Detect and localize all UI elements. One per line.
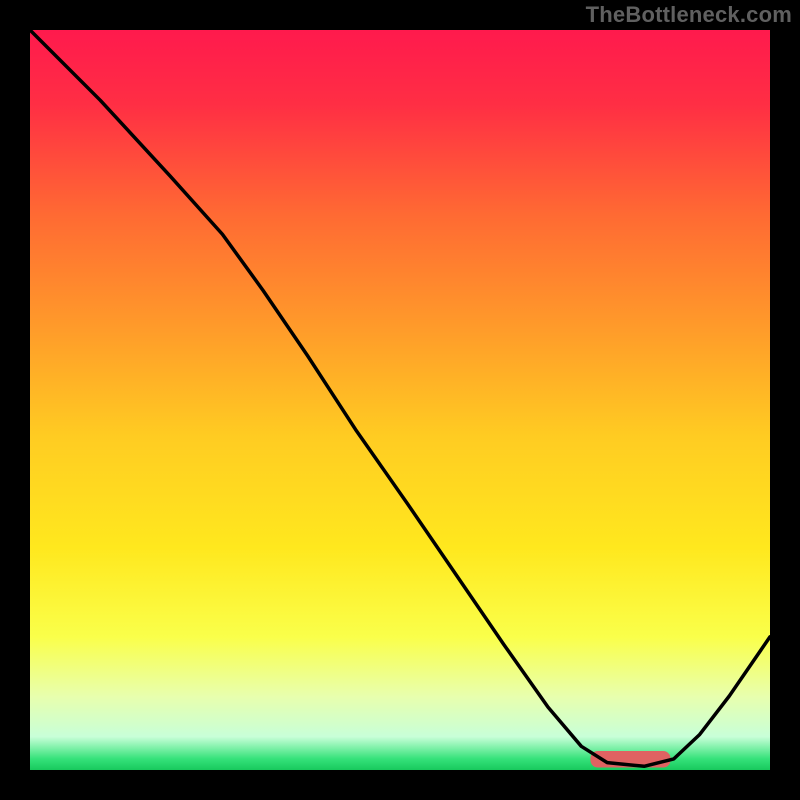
chart-container: TheBottleneck.com [0,0,800,800]
bottleneck-gradient-chart [30,30,770,770]
watermark-text: TheBottleneck.com [586,2,792,28]
gradient-background [30,30,770,770]
